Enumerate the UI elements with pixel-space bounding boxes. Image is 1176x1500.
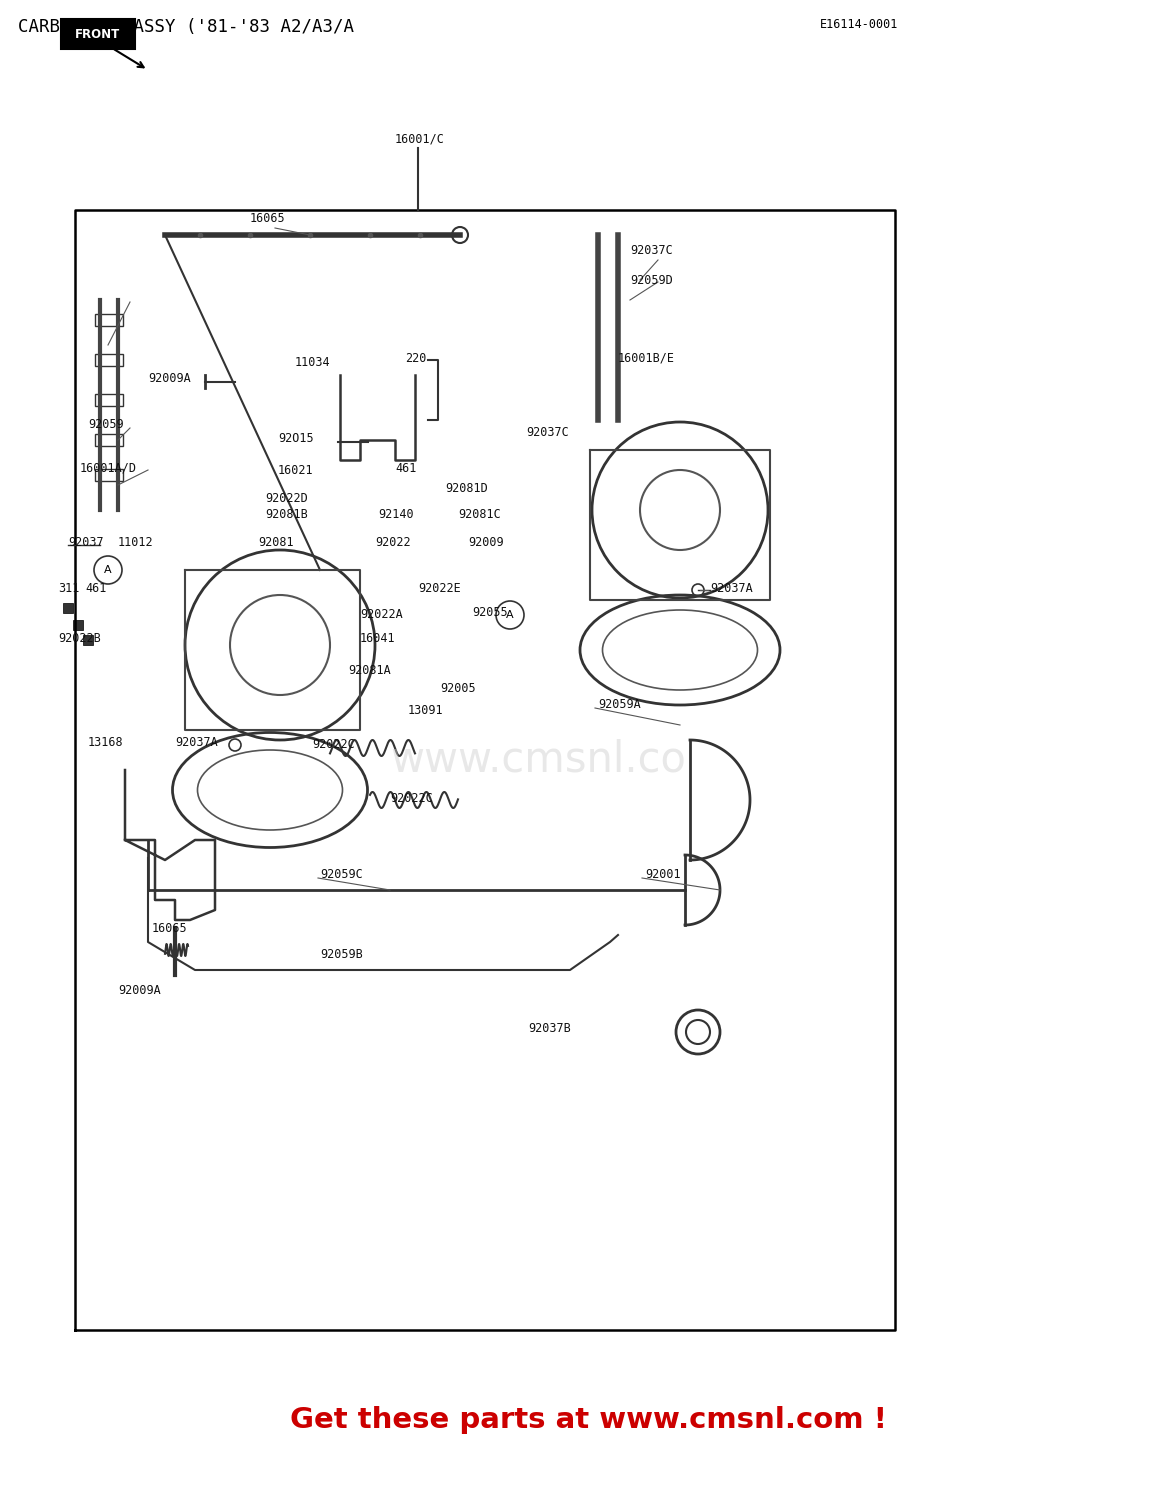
Text: 92005: 92005 [440,681,475,694]
Text: 92037: 92037 [68,536,103,549]
Text: 92059: 92059 [88,419,123,432]
Text: 92037A: 92037A [175,735,218,748]
Text: 11012: 11012 [118,536,154,549]
Bar [73,620,83,630]
Text: 92037C: 92037C [630,243,673,256]
Text: 92059C: 92059C [320,868,362,882]
Text: 16001/C: 16001/C [395,132,445,146]
Text: 92022A: 92022A [360,609,402,621]
Text: 92022C: 92022C [390,792,433,804]
Text: www.cmsnl.co: www.cmsnl.co [390,740,686,782]
Text: 92055: 92055 [472,606,508,619]
FancyBboxPatch shape [61,20,135,50]
Bar [95,433,123,445]
Text: 16065: 16065 [250,211,286,225]
Text: 92009A: 92009A [148,372,191,384]
Text: 92140: 92140 [377,509,414,522]
Text: 92059B: 92059B [320,948,362,962]
Text: E16114-0001: E16114-0001 [820,18,898,32]
Text: 16041: 16041 [360,632,395,645]
Bar [95,470,123,482]
Text: CARBURETOR ASSY ('81-'83 A2/A3/A: CARBURETOR ASSY ('81-'83 A2/A3/A [18,18,354,36]
Text: 92081: 92081 [258,536,294,549]
Text: 220: 220 [405,351,427,364]
Bar [83,634,93,645]
Text: 92081C: 92081C [457,509,501,522]
Text: 311: 311 [58,582,79,594]
Text: 92022D: 92022D [265,492,308,504]
Text: A: A [105,566,112,574]
Text: 16065: 16065 [152,921,188,934]
Text: 92037A: 92037A [710,582,753,594]
Text: 92081B: 92081B [265,509,308,522]
Bar [95,314,123,326]
Text: 13091: 13091 [408,704,443,717]
Text: A: A [506,610,514,620]
Text: 92022B: 92022B [58,632,101,645]
Text: 92081D: 92081D [445,482,488,495]
Text: 92009: 92009 [468,536,503,549]
Text: 92059D: 92059D [630,273,673,286]
Text: 92022C: 92022C [312,738,355,752]
Text: 92O15: 92O15 [278,432,314,444]
Text: 92001: 92001 [644,868,681,882]
Text: 461: 461 [85,582,106,594]
Text: FRONT: FRONT [75,27,121,40]
Text: 92081A: 92081A [348,663,390,676]
Text: 16021: 16021 [278,464,314,477]
Bar [95,354,123,366]
Bar [95,394,123,406]
Text: 92009A: 92009A [118,984,161,996]
Text: 461: 461 [395,462,416,474]
Text: 92022E: 92022E [417,582,461,594]
Text: 16001A/D: 16001A/D [80,462,136,474]
Text: Get these parts at www.cmsnl.com !: Get these parts at www.cmsnl.com ! [289,1406,887,1434]
Bar [64,603,73,613]
Text: 11034: 11034 [295,356,330,369]
Text: 92037C: 92037C [526,426,569,438]
Text: 92037B: 92037B [528,1022,570,1035]
Text: 92059A: 92059A [599,699,641,711]
Text: 16001B/E: 16001B/E [619,351,675,364]
Text: 13168: 13168 [88,735,123,748]
Text: 92022: 92022 [375,536,410,549]
